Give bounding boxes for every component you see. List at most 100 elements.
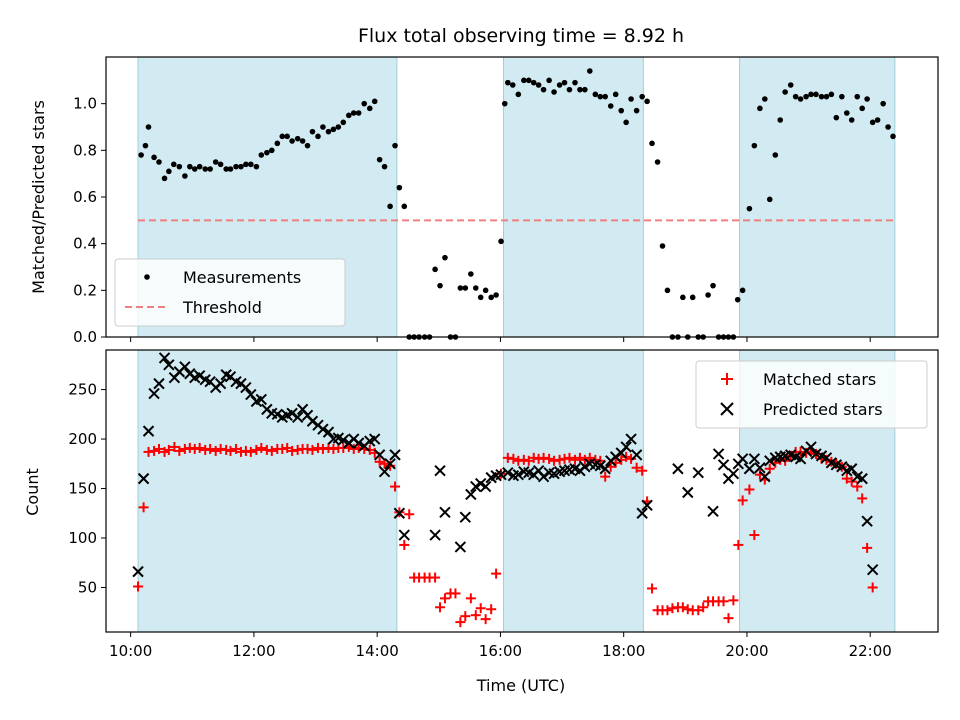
measurement-point (530, 79, 537, 86)
matched-point (163, 444, 174, 455)
predicted-point (625, 433, 637, 445)
measurement-point (387, 203, 393, 210)
predicted-point-b (454, 541, 467, 553)
predicted-point-b (569, 463, 581, 475)
measurement-point (330, 126, 337, 133)
measurement-point (602, 93, 608, 100)
matched-point (460, 611, 471, 622)
measurement-point (187, 163, 193, 170)
measurement-point (525, 77, 532, 84)
predicted-point-b (784, 449, 797, 461)
predicted-point-b (764, 455, 776, 467)
matched-point (205, 443, 216, 454)
bottom-x-tick-label: 12:00 (232, 642, 275, 660)
measurement-point (191, 166, 198, 172)
predicted-point (712, 448, 725, 460)
measurement-point (828, 91, 835, 98)
bottom-axes-frame (105, 349, 939, 633)
measurement-point (854, 93, 861, 100)
measurement-point (238, 163, 244, 170)
matched-point (374, 456, 385, 467)
predicted-point-b (373, 449, 386, 461)
matched-point (390, 481, 401, 492)
predicted-point (132, 565, 144, 578)
legend-threshold-label: Threshold (182, 298, 262, 317)
measurement-point (859, 105, 865, 112)
predicted-point (465, 488, 477, 501)
measurement-point (586, 68, 593, 74)
predicted-point-b (532, 465, 545, 477)
predicted-point-b (495, 468, 507, 481)
matched-point (570, 454, 581, 465)
measurement-point (289, 138, 295, 144)
bottom-observing-window-1 (503, 349, 644, 633)
predicted-point-b (815, 450, 828, 462)
measurement-point (792, 93, 799, 100)
predicted-point-b (805, 441, 817, 453)
measurement-point (217, 161, 224, 168)
measurement-point (766, 196, 773, 203)
predicted-point-b (255, 393, 268, 406)
measurement-point (223, 166, 229, 172)
predicted-point (672, 463, 684, 475)
predicted-point (193, 370, 206, 382)
matched-point (564, 452, 575, 463)
matched-point (846, 476, 857, 487)
measurement-point (582, 86, 588, 93)
matched-point (455, 617, 466, 628)
predicted-point-b (306, 415, 319, 427)
predicted-point-b (523, 466, 535, 479)
predicted-point-b (856, 472, 868, 485)
predicted-point-b (630, 449, 643, 461)
matched-point (439, 593, 450, 604)
measurement-point (808, 91, 814, 98)
matched-point (245, 446, 256, 457)
bottom-series-1 (132, 352, 879, 578)
measurement-point (371, 98, 378, 105)
measurement-point (618, 107, 625, 114)
measurement-point (264, 149, 270, 156)
bottom-x-tick-label: 14:00 (356, 642, 399, 660)
predicted-point (378, 465, 391, 478)
predicted-point-b (132, 565, 144, 578)
predicted-point-b (158, 352, 171, 364)
measurement-point (320, 124, 326, 130)
predicted-point-b (266, 407, 278, 420)
matched-point (210, 445, 221, 456)
predicted-point-b (537, 470, 550, 483)
measurement-point (782, 89, 788, 95)
predicted-point (479, 480, 492, 493)
predicted-point-b (389, 449, 401, 461)
measurement-point (340, 119, 347, 126)
predicted-point-b (271, 408, 284, 421)
measurement-point (304, 142, 311, 149)
matched-point (470, 610, 481, 621)
measurement-point (294, 135, 301, 142)
predicted-point-b (193, 370, 206, 382)
predicted-point (537, 470, 550, 483)
top-y-tick-label: 0.4 (73, 235, 97, 253)
measurement-point (561, 79, 568, 86)
predicted-point-b (620, 441, 632, 453)
measurement-point (477, 294, 484, 301)
measurement-point (515, 91, 522, 98)
x-axis-label: Time (UTC) (476, 676, 565, 695)
predicted-point-b (682, 486, 694, 499)
measurement-point (233, 163, 239, 170)
bottom-x-tick-label: 10:00 (109, 642, 152, 660)
measurement-point (350, 110, 357, 116)
predicted-point-b (214, 377, 227, 390)
predicted-point-b (459, 511, 472, 523)
matched-point (600, 471, 611, 482)
measurement-point (874, 117, 881, 123)
predicted-point-b (692, 466, 704, 479)
matched-point (450, 588, 461, 599)
measurement-point (366, 105, 373, 112)
matched-point (723, 613, 734, 624)
measurement-point (462, 285, 469, 291)
measurement-point (659, 243, 666, 249)
bottom-y-tick-label: 250 (68, 381, 97, 399)
predicted-point-b (594, 460, 606, 472)
top-legend: Measurements Threshold (114, 258, 346, 327)
